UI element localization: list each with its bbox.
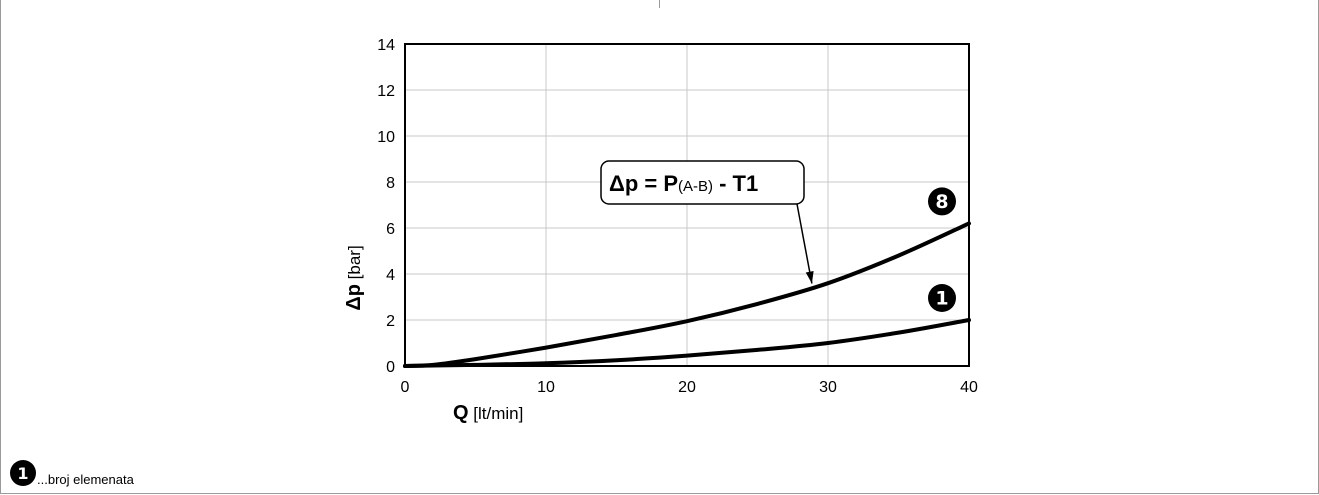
x-tick-label: 0 [401,379,410,396]
formula-callout: Δp = P(A-B) - T1 [600,160,814,284]
x-tick-label: 10 [537,379,555,396]
x-tick-label: 40 [960,379,978,396]
tick-labels: 0 10 20 30 40 0 2 4 6 8 10 12 14 [377,37,978,396]
callout-box [600,160,805,205]
y-tick-label: 0 [386,359,395,376]
footnote-badge: 1 [10,460,36,486]
y-tick-label: 4 [386,267,395,284]
footnote: 1 ...broj elemenata [10,458,134,487]
plot-area-border [404,43,970,367]
series-line-8 [403,221,971,368]
top-divider [659,0,660,8]
grid-lines [405,44,969,366]
y-tick-label: 12 [377,83,395,100]
y-axis-label: Δp [bar] [343,245,365,310]
y-tick-label: 8 [386,175,395,192]
footnote-text: ...broj elemenata [37,472,134,487]
series-badge-label-1: 1 [935,288,948,310]
x-tick-label: 30 [819,379,837,396]
series-labels: 81 [928,187,956,312]
series-badge-8 [928,187,956,216]
series-badge-label-8: 8 [935,191,948,213]
y-tick-label: 2 [386,313,395,330]
y-tick-label: 10 [377,129,395,146]
x-axis-label: Q [lt/min] [453,402,523,424]
series-badge-1 [928,284,956,312]
callout-leader-line [796,203,813,284]
y-tick-label: 6 [386,221,395,238]
callout-formula: Δp = P(A-B) - T1 [609,171,758,196]
x-tick-label: 20 [678,379,696,396]
callout-arrowhead [805,270,814,284]
y-tick-label: 14 [377,37,395,54]
